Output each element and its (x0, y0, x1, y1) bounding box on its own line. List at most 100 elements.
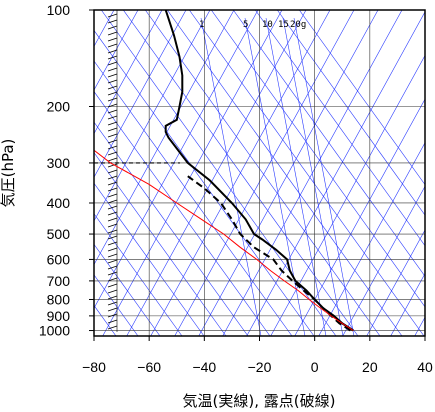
adiabat-line (294, 98, 425, 336)
wind-barb (107, 19, 118, 24)
wind-barb (107, 205, 118, 210)
wind-barb (107, 175, 118, 180)
wind-barb (107, 271, 118, 276)
mixing-ratio-label: 20g (290, 20, 306, 30)
adiabat-line (94, 10, 163, 135)
isotherm-line (94, 243, 161, 336)
isotherm-line (94, 121, 249, 336)
mixing-ratio-line (282, 17, 344, 336)
y-tick-label: 300 (47, 155, 71, 171)
wind-barb (107, 217, 118, 222)
adiabat-line (366, 229, 425, 336)
mixing-ratio-line (293, 17, 355, 336)
wind-barb (107, 163, 118, 168)
wind-barb (107, 73, 118, 78)
x-tick-label: 40 (417, 359, 433, 375)
wind-barb (107, 307, 118, 312)
adiabat-line (246, 11, 425, 336)
data-layer (94, 10, 354, 332)
wind-barb (107, 85, 118, 90)
wind-barb (107, 301, 118, 306)
mixing-ratio-label: 10 (262, 20, 273, 30)
wind-barb (107, 49, 118, 54)
adiabat-line (102, 10, 283, 336)
wind-barb (107, 121, 118, 126)
isotherm-line (255, 10, 425, 247)
wind-barb (107, 133, 118, 138)
x-tick-label: −20 (248, 359, 272, 375)
wind-barb (107, 169, 118, 174)
wind-barb (107, 187, 118, 192)
y-tick-label: 600 (47, 251, 71, 267)
parcel-path-line (94, 149, 354, 331)
wind-barb (107, 223, 118, 228)
wind-barb (107, 235, 118, 240)
wind-barb (107, 283, 118, 288)
wind-barb (107, 247, 118, 252)
wind-barb (107, 319, 118, 324)
wind-barb (107, 325, 118, 330)
isotherm-line (94, 274, 139, 336)
y-tick-label: 100 (47, 2, 71, 18)
adiabat-line (150, 10, 331, 336)
wind-barb (107, 265, 118, 270)
y-tick-label: 800 (47, 291, 71, 307)
x-tick-label: 0 (311, 359, 319, 375)
adiabat-line (342, 185, 425, 336)
y-tick-label: 400 (47, 195, 71, 211)
isotherm-line (189, 10, 425, 336)
wind-barb (107, 115, 118, 120)
y-tick-label: 700 (47, 273, 71, 289)
wind-barb (107, 79, 118, 84)
adiabat-line (94, 10, 235, 266)
isotherm-line (94, 182, 205, 336)
mixing-ratio-line (244, 17, 306, 336)
wind-barb (107, 103, 118, 108)
x-axis-title: 気温(実線), 露点(破線) (183, 392, 336, 410)
mixing-ratio-line (200, 17, 262, 336)
wind-barb (107, 97, 118, 102)
grid-layer (94, 10, 425, 336)
dewpoint-line (187, 175, 352, 332)
adiabat-line (318, 142, 425, 336)
wind-barb (107, 91, 118, 96)
wind-barb (107, 241, 118, 246)
wind-barb (107, 193, 118, 198)
wind-barb (107, 181, 118, 186)
isotherm-line (94, 29, 315, 336)
wind-barb (107, 259, 118, 264)
wind-barb (107, 199, 118, 204)
mixing-ratio-label: 5 (243, 20, 248, 30)
wind-barb (107, 127, 118, 132)
mixing-ratio-line (265, 17, 327, 336)
isotherm-line (299, 10, 425, 186)
y-axis-title: 気圧(hPa) (0, 139, 17, 208)
y-tick-label: 1000 (39, 323, 70, 339)
wind-barb (107, 37, 118, 42)
frame-layer (89, 9, 426, 341)
adiabat-line (94, 10, 259, 309)
wind-barb (107, 253, 118, 258)
isotherm-line (233, 10, 425, 277)
wind-barb (107, 313, 118, 318)
wind-barb (107, 67, 118, 72)
x-tick-label: −80 (82, 359, 106, 375)
adiabat-line (390, 273, 425, 336)
isotherm-line (94, 91, 271, 336)
wind-barb (107, 229, 118, 234)
y-tick-label: 500 (47, 226, 71, 242)
mixing-ratio-label: 1 (199, 20, 204, 30)
wind-barb (107, 145, 118, 150)
wind-barb (107, 109, 118, 114)
y-tick-label: 900 (47, 308, 71, 324)
wind-barb (107, 295, 118, 300)
isotherm-line (94, 60, 293, 336)
x-tick-label: −40 (192, 359, 216, 375)
adiabat-line (94, 10, 139, 91)
adiabat-line (198, 10, 379, 336)
isotherm-line (145, 10, 381, 336)
wind-barb (107, 13, 118, 18)
y-tick-label: 200 (47, 98, 71, 114)
